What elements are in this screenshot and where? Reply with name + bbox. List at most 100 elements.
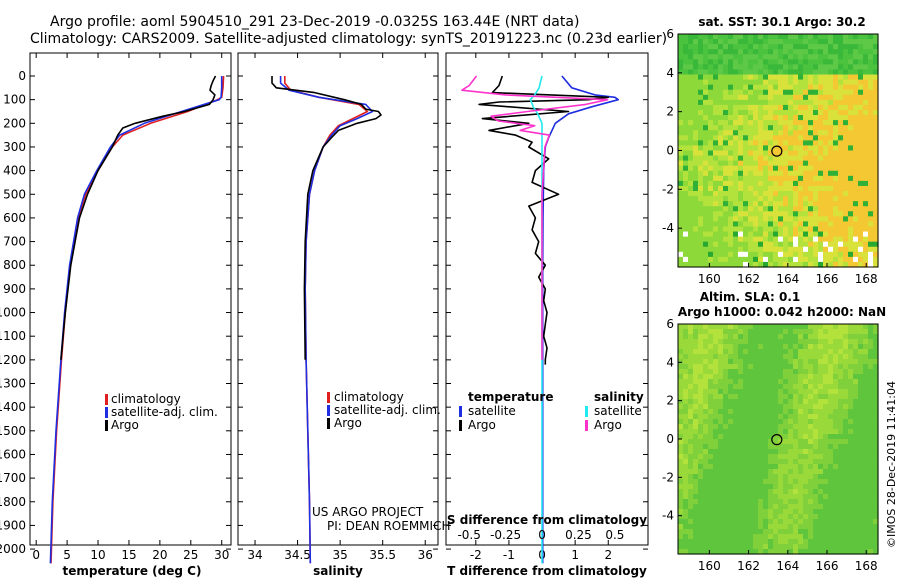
map-y-tick-label: 0 <box>666 432 674 446</box>
map-cell <box>728 359 734 365</box>
map-cell <box>778 444 784 450</box>
map-cell <box>738 404 744 410</box>
map-cell <box>838 54 844 60</box>
map-cell <box>818 246 824 253</box>
map-cell <box>858 145 864 152</box>
map-cell <box>688 384 694 390</box>
map-cell <box>693 145 699 152</box>
map-cell <box>778 241 784 248</box>
map-cell <box>773 54 779 60</box>
map-cell <box>738 221 744 228</box>
legend-salinity-title: salinity <box>594 390 644 404</box>
map-cell <box>823 150 829 157</box>
map-cell <box>743 459 749 465</box>
map-cell <box>698 94 704 101</box>
temperature-legend: climatology satellite-adj. clim. Argo <box>105 392 218 432</box>
map-cell <box>758 354 764 360</box>
map-cell <box>763 349 769 355</box>
map-cell <box>843 494 849 500</box>
map-cell <box>733 125 739 131</box>
map-cell <box>833 484 839 490</box>
map-cell <box>848 379 854 385</box>
map-cell <box>793 484 799 490</box>
map-cell <box>858 109 864 116</box>
map-cell <box>713 170 719 177</box>
map-cell <box>843 469 849 475</box>
map-cell <box>868 454 874 460</box>
map-cell <box>828 334 834 340</box>
map-cell <box>858 201 864 207</box>
map-cell <box>793 246 799 253</box>
map-cell <box>723 334 729 340</box>
map-cell <box>848 384 854 390</box>
difference-lines <box>461 75 620 564</box>
map-cell <box>808 519 814 525</box>
map-cell <box>853 140 859 147</box>
map-cell <box>753 484 759 490</box>
map-cell <box>808 64 814 71</box>
legend-climatology-swatch <box>327 392 330 403</box>
map-cell <box>728 145 734 152</box>
map-cell <box>813 534 819 540</box>
map-cell <box>858 339 864 345</box>
map-cell <box>743 539 749 545</box>
map-cell <box>838 364 844 370</box>
map-cell <box>838 79 844 86</box>
map-cell <box>723 74 729 81</box>
map-cell <box>823 444 829 450</box>
map-cell <box>843 389 849 395</box>
map-cell <box>738 529 744 535</box>
map-cell <box>718 206 724 212</box>
map-cell <box>683 374 689 380</box>
map-cell <box>718 519 724 525</box>
map-cell <box>833 236 839 243</box>
map-cell <box>788 175 794 182</box>
map-cell <box>808 256 814 263</box>
map-cell <box>693 504 699 510</box>
map-cell <box>698 256 704 263</box>
map-cell <box>718 150 724 157</box>
map-cell <box>723 196 729 202</box>
map-cell <box>768 261 774 268</box>
map-cell <box>873 231 879 238</box>
map-cell <box>778 364 784 370</box>
map-cell <box>718 241 724 248</box>
map-cell <box>688 464 694 470</box>
map-cell <box>743 524 749 530</box>
map-cell <box>818 251 824 258</box>
map-cell <box>863 329 869 335</box>
map-cell <box>733 120 739 126</box>
map-cell <box>708 514 714 520</box>
map-cell <box>743 135 749 141</box>
map-cell <box>848 201 854 207</box>
map-cell <box>693 434 699 440</box>
map-cell <box>703 499 709 505</box>
map-cell <box>693 534 699 540</box>
map-cell <box>853 324 859 330</box>
map-cell <box>843 64 849 71</box>
map-cell <box>798 256 804 263</box>
map-cell <box>723 261 729 268</box>
map-cell <box>738 414 744 420</box>
map-cell <box>853 261 859 268</box>
map-cell <box>868 514 874 520</box>
map-cell <box>873 54 879 60</box>
map-cell <box>733 434 739 440</box>
map-cell <box>693 444 699 450</box>
map-cell <box>848 256 854 263</box>
map-cell <box>828 549 834 555</box>
map-cell <box>678 414 684 420</box>
map-cell <box>748 409 754 415</box>
map-cell <box>868 59 874 65</box>
map-cell <box>873 170 879 177</box>
map-cell <box>693 469 699 475</box>
sla-map-subtitle: Argo h1000: 0.042 h2000: NaN <box>678 305 886 319</box>
map-cell <box>718 429 724 435</box>
map-cell <box>823 374 829 380</box>
map-cell <box>858 544 864 550</box>
map-cell <box>828 489 834 495</box>
map-cell <box>798 54 804 60</box>
map-cell <box>843 549 849 555</box>
map-cell <box>678 364 684 370</box>
